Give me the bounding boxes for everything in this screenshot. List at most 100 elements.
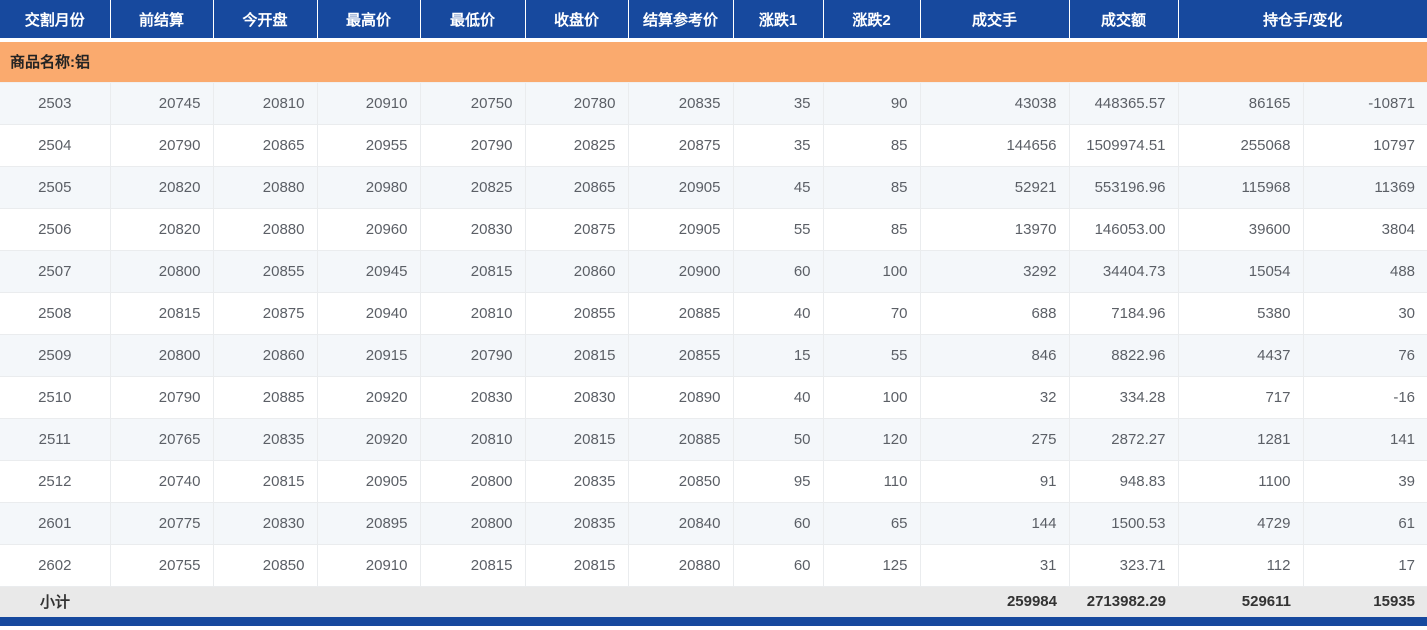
cell-volume: 688 — [920, 292, 1070, 335]
cell-close: 20865 — [525, 166, 629, 209]
cell-volume: 144656 — [920, 124, 1070, 167]
cell-low: 20800 — [420, 502, 526, 545]
cell-delivery-month: 2601 — [0, 502, 111, 545]
cell-prev-settlement: 20820 — [110, 208, 214, 251]
cell-low — [420, 586, 525, 617]
cell-change1: 45 — [733, 166, 824, 209]
cell-change2: 100 — [823, 376, 921, 419]
column-header-prev-settlement: 前结算 — [110, 0, 214, 42]
cell-open-interest: 1100 — [1178, 460, 1304, 503]
cell-change2: 85 — [823, 124, 921, 167]
cell-open: 20830 — [213, 502, 318, 545]
column-header-high: 最高价 — [317, 0, 421, 42]
table-header-row: 交割月份 前结算 今开盘 最高价 最低价 收盘价 结算参考价 涨跌1 涨跌2 成交手 成交额 持仓手/… — [0, 0, 1427, 42]
cell-open-interest: 86165 — [1178, 82, 1304, 125]
cell-high — [317, 586, 420, 617]
cell-prev-settlement: 20800 — [110, 334, 214, 377]
cell-open: 20875 — [213, 292, 318, 335]
cell-change2: 85 — [823, 166, 921, 209]
table-row: 2510 20790 20885 20920 20830 20830 20890 40 100 3… — [0, 376, 1427, 419]
cell-open-interest: 112 — [1178, 544, 1304, 587]
cell-oi-change: 61 — [1303, 502, 1427, 545]
cell-delivery-month: 2509 — [0, 334, 111, 377]
cell-prev-settlement: 20800 — [110, 250, 214, 293]
cell-oi-change: 39 — [1303, 460, 1427, 503]
cell-close: 20835 — [525, 502, 629, 545]
cell-oi-change: 17 — [1303, 544, 1427, 587]
cell-change2: 110 — [823, 460, 921, 503]
cell-open-interest: 39600 — [1178, 208, 1304, 251]
cell-close: 20835 — [525, 460, 629, 503]
cell-settlement-reference: 20905 — [628, 208, 734, 251]
cell-high: 20940 — [317, 292, 421, 335]
cell-high: 20915 — [317, 334, 421, 377]
table-header: 交割月份 前结算 今开盘 最高价 最低价 收盘价 结算参考价 涨跌1 涨跌2 成交手 成交额 持仓手/… — [0, 0, 1427, 42]
cell-low: 20810 — [420, 418, 526, 461]
table-row: 2505 20820 20880 20980 20825 20865 20905 45 85 52… — [0, 166, 1427, 209]
table-row: 2512 20740 20815 20905 20800 20835 20850 95 110 9… — [0, 460, 1427, 503]
next-section-header-strip — [0, 617, 1427, 626]
cell-change2: 125 — [823, 544, 921, 587]
cell-volume: 31 — [920, 544, 1070, 587]
cell-turnover: 1500.53 — [1069, 502, 1179, 545]
cell-delivery-month: 2504 — [0, 124, 111, 167]
table-row: 2504 20790 20865 20955 20790 20825 20875 35 85 14… — [0, 124, 1427, 167]
cell-settlement-reference: 20875 — [628, 124, 734, 167]
cell-delivery-month: 2503 — [0, 82, 111, 125]
cell-prev-settlement: 20765 — [110, 418, 214, 461]
cell-oi-change: -16 — [1303, 376, 1427, 419]
column-header-change1: 涨跌1 — [733, 0, 824, 42]
cell-change1: 15 — [733, 334, 824, 377]
cell-low: 20825 — [420, 166, 526, 209]
cell-volume: 43038 — [920, 82, 1070, 125]
cell-volume: 846 — [920, 334, 1070, 377]
column-header-turnover: 成交额 — [1069, 0, 1179, 42]
cell-prev-settlement — [110, 586, 213, 617]
cell-oi-change: 10797 — [1303, 124, 1427, 167]
cell-open — [213, 586, 317, 617]
cell-oi-change: -10871 — [1303, 82, 1427, 125]
cell-low: 20815 — [420, 544, 526, 587]
cell-volume: 144 — [920, 502, 1070, 545]
cell-turnover: 146053.00 — [1069, 208, 1179, 251]
cell-oi-change: 488 — [1303, 250, 1427, 293]
cell-low: 20830 — [420, 208, 526, 251]
cell-volume: 275 — [920, 418, 1070, 461]
cell-change1 — [733, 586, 823, 617]
cell-change1: 60 — [733, 250, 824, 293]
cell-settlement-reference: 20850 — [628, 460, 734, 503]
cell-delivery-month: 2602 — [0, 544, 111, 587]
cell-oi-change: 11369 — [1303, 166, 1427, 209]
cell-turnover: 553196.96 — [1069, 166, 1179, 209]
cell-open: 20810 — [213, 82, 318, 125]
table-row: 2601 20775 20830 20895 20800 20835 20840 60 65 14… — [0, 502, 1427, 545]
cell-change1: 35 — [733, 124, 824, 167]
cell-settlement-reference: 20885 — [628, 418, 734, 461]
cell-volume: 13970 — [920, 208, 1070, 251]
cell-prev-settlement: 20815 — [110, 292, 214, 335]
cell-open-interest: 4729 — [1178, 502, 1304, 545]
cell-close: 20815 — [525, 418, 629, 461]
cell-turnover: 8822.96 — [1069, 334, 1179, 377]
cell-delivery-month: 2507 — [0, 250, 111, 293]
cell-delivery-month: 2508 — [0, 292, 111, 335]
cell-high: 20895 — [317, 502, 421, 545]
cell-change1: 95 — [733, 460, 824, 503]
cell-turnover: 2872.27 — [1069, 418, 1179, 461]
cell-high: 20960 — [317, 208, 421, 251]
cell-close: 20860 — [525, 250, 629, 293]
table-row: 2508 20815 20875 20940 20810 20855 20885 40 70 68… — [0, 292, 1427, 335]
table-row: 2509 20800 20860 20915 20790 20815 20855 15 55 84… — [0, 334, 1427, 377]
cell-change1: 55 — [733, 208, 824, 251]
cell-close: 20855 — [525, 292, 629, 335]
cell-open-interest: 115968 — [1178, 166, 1304, 209]
column-header-low: 最低价 — [420, 0, 526, 42]
cell-turnover: 1509974.51 — [1069, 124, 1179, 167]
cell-change2: 85 — [823, 208, 921, 251]
cell-change1: 50 — [733, 418, 824, 461]
cell-prev-settlement: 20820 — [110, 166, 214, 209]
cell-close: 20830 — [525, 376, 629, 419]
cell-open: 20880 — [213, 166, 318, 209]
cell-open: 20865 — [213, 124, 318, 167]
cell-open-interest: 529611 — [1178, 586, 1303, 617]
